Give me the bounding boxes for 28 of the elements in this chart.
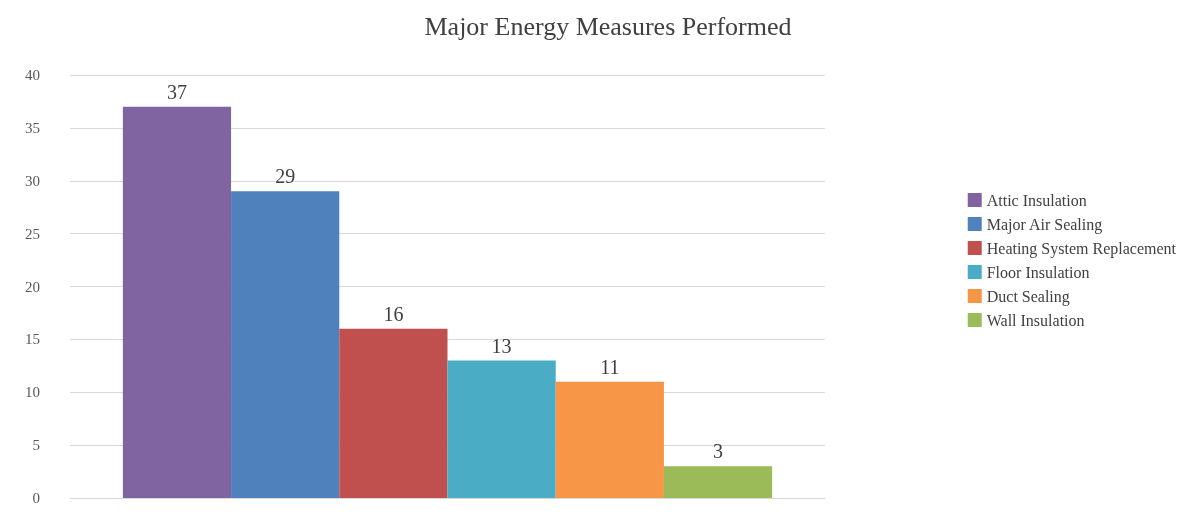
y-tick-label: 35 bbox=[25, 119, 40, 136]
bar bbox=[339, 328, 448, 498]
legend-label: Duct Sealing bbox=[986, 287, 1070, 306]
y-tick-label: 15 bbox=[25, 331, 40, 348]
legend-label: Attic Insulation bbox=[986, 191, 1087, 209]
bar bbox=[447, 360, 556, 498]
bar bbox=[555, 381, 664, 498]
legend-label: Wall Insulation bbox=[986, 311, 1085, 329]
legend-label: Major Air Sealing bbox=[986, 215, 1103, 234]
y-tick-label: 0 bbox=[32, 490, 40, 506]
bar bbox=[231, 191, 340, 498]
legend-label: Heating System Replacement bbox=[986, 239, 1177, 258]
y-tick-label: 10 bbox=[25, 384, 40, 401]
data-label: 13 bbox=[491, 334, 512, 357]
y-tick-label: 40 bbox=[25, 67, 40, 83]
data-label: 11 bbox=[600, 355, 620, 378]
data-label: 16 bbox=[383, 302, 404, 325]
data-label: 29 bbox=[275, 165, 296, 188]
chart-title: Major Energy Measures Performed bbox=[424, 11, 792, 41]
bar bbox=[122, 106, 232, 498]
y-tick-label: 5 bbox=[32, 437, 40, 454]
legend-label: Floor Insulation bbox=[986, 263, 1090, 281]
y-tick-label: 30 bbox=[25, 172, 40, 189]
bar bbox=[663, 466, 773, 498]
y-tick-label: 25 bbox=[25, 225, 40, 242]
data-label: 37 bbox=[166, 80, 187, 103]
y-tick-label: 20 bbox=[25, 278, 40, 295]
data-label: 3 bbox=[713, 440, 724, 463]
